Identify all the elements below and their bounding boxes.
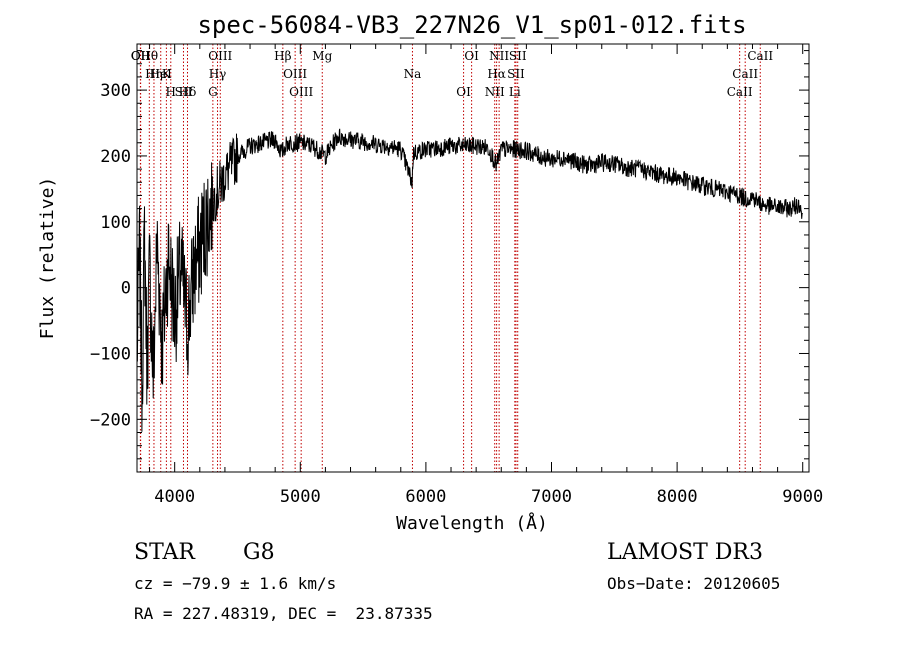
y-tick-label: 100 xyxy=(100,213,131,233)
spectral-line-markers xyxy=(139,44,761,472)
y-tick-label: 300 xyxy=(100,81,131,101)
x-tick-label: 7000 xyxy=(531,487,572,507)
line-label: OII xyxy=(131,49,151,63)
x-axis-ticks: 4000 5000 6000 7000 8000 9000 xyxy=(149,44,823,507)
line-label: OI xyxy=(464,49,479,63)
line-label: NII xyxy=(489,49,509,63)
y-axis-label: Flux (relative) xyxy=(37,177,58,340)
object-subclass: G8 xyxy=(243,540,275,565)
survey-name: LAMOST DR3 xyxy=(607,540,763,565)
x-tick-label: 8000 xyxy=(657,487,698,507)
line-label: Hγ xyxy=(209,67,227,81)
line-label: NII xyxy=(485,85,505,99)
redshift-velocity: cz = −79.9 ± 1.6 km/s xyxy=(134,574,337,593)
line-label: CaII xyxy=(732,67,758,81)
sky-coordinates: RA = 227.48319, DEC = 23.87335 xyxy=(134,604,433,623)
y-tick-label: 0 xyxy=(121,279,131,299)
line-label: OII xyxy=(131,49,151,63)
line-label: Li xyxy=(509,85,521,99)
line-label: SII xyxy=(509,49,527,63)
line-label: SII xyxy=(175,85,193,99)
y-tick-label: −200 xyxy=(90,410,131,430)
line-label: Hη xyxy=(145,67,163,81)
line-label: Mg xyxy=(312,49,332,63)
x-tick-label: 5000 xyxy=(280,487,321,507)
spectral-line-labels: HθKHδOIIHeISIIOIIHηHOIIIHγGHβOIIIOIIIMgN… xyxy=(131,49,774,99)
flux-series-line xyxy=(136,128,803,432)
object-class: STAR xyxy=(134,540,195,565)
y-tick-label: −100 xyxy=(90,344,131,364)
x-tick-label: 4000 xyxy=(154,487,195,507)
x-tick-label: 9000 xyxy=(782,487,823,507)
line-label: G xyxy=(208,85,218,99)
x-tick-label: 6000 xyxy=(405,487,446,507)
line-label: Hδ xyxy=(179,85,197,99)
chart-title: spec-56084-VB3_227N26_V1_sp01-012.fits xyxy=(197,11,746,39)
line-label: OIII xyxy=(208,49,232,63)
line-label: H xyxy=(166,85,176,99)
line-label: OIII xyxy=(289,85,313,99)
line-label: OI xyxy=(456,85,471,99)
line-label: Hβ xyxy=(274,49,291,63)
y-axis-ticks: −200 −100 0 100 200 300 xyxy=(90,50,809,460)
line-label: OIII xyxy=(283,67,307,81)
x-axis-label: Wavelength (Å) xyxy=(396,512,548,534)
plot-frame xyxy=(136,43,810,473)
line-label: HeI xyxy=(150,67,173,81)
line-label: Hα xyxy=(487,67,506,81)
observation-date: Obs−Date: 20120605 xyxy=(607,574,781,593)
line-label: SII xyxy=(507,67,525,81)
line-label: CaII xyxy=(727,85,753,99)
line-label: CaII xyxy=(747,49,773,63)
line-label: Hθ xyxy=(140,49,158,63)
y-tick-label: 200 xyxy=(100,147,131,167)
line-label: K xyxy=(162,67,172,81)
line-label: Na xyxy=(404,67,422,81)
